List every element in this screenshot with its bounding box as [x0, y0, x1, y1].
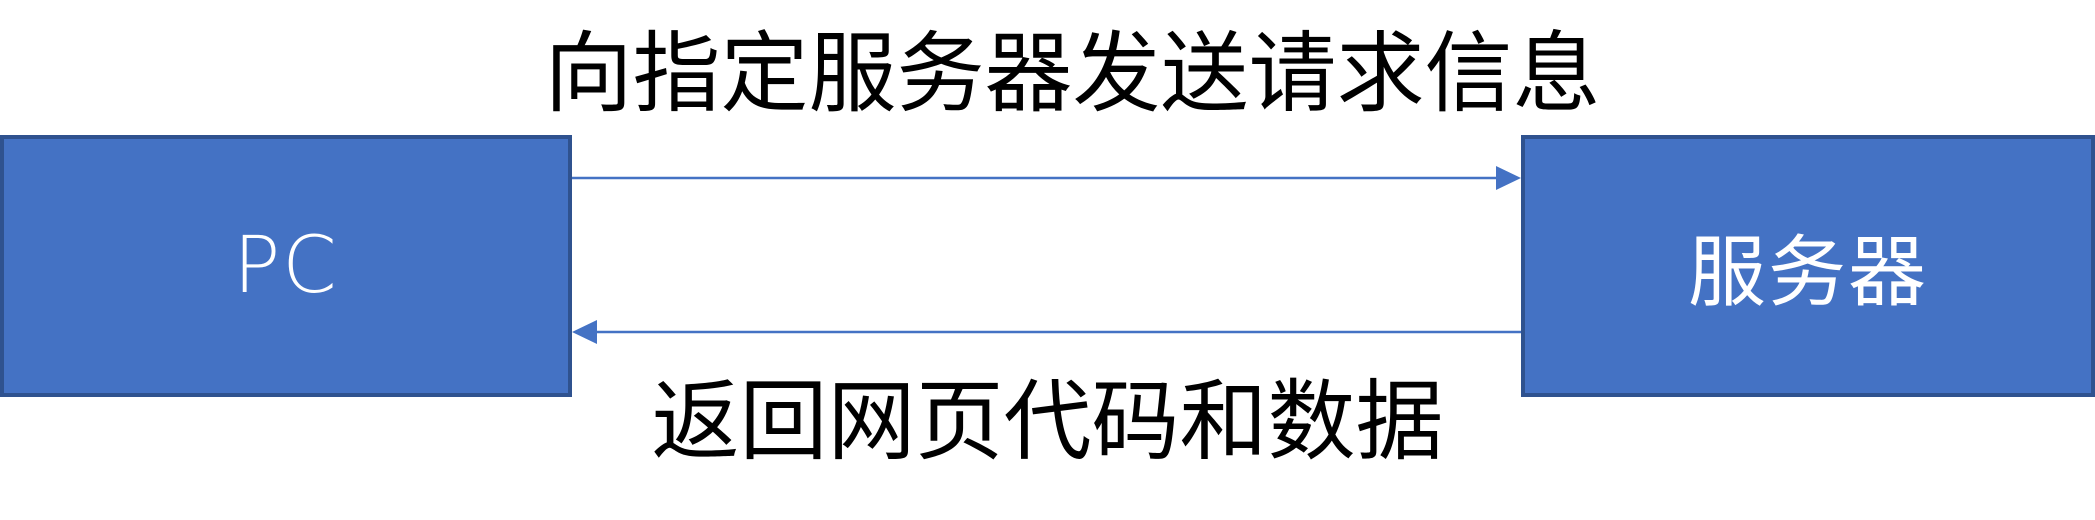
pc-node-label: PC	[233, 221, 339, 311]
response-label-text: 返回网页代码和数据	[651, 370, 1444, 473]
pc-node: PC	[0, 135, 572, 397]
server-node: 服务器	[1521, 135, 2095, 397]
response-label: 返回网页代码和数据	[0, 378, 2095, 466]
response-arrow	[572, 320, 1521, 344]
request-label: 向指定服务器发送请求信息	[0, 30, 2095, 118]
request-label-text: 向指定服务器发送请求信息	[544, 22, 1601, 125]
server-node-label: 服务器	[1687, 228, 1928, 318]
request-arrow	[572, 166, 1521, 190]
